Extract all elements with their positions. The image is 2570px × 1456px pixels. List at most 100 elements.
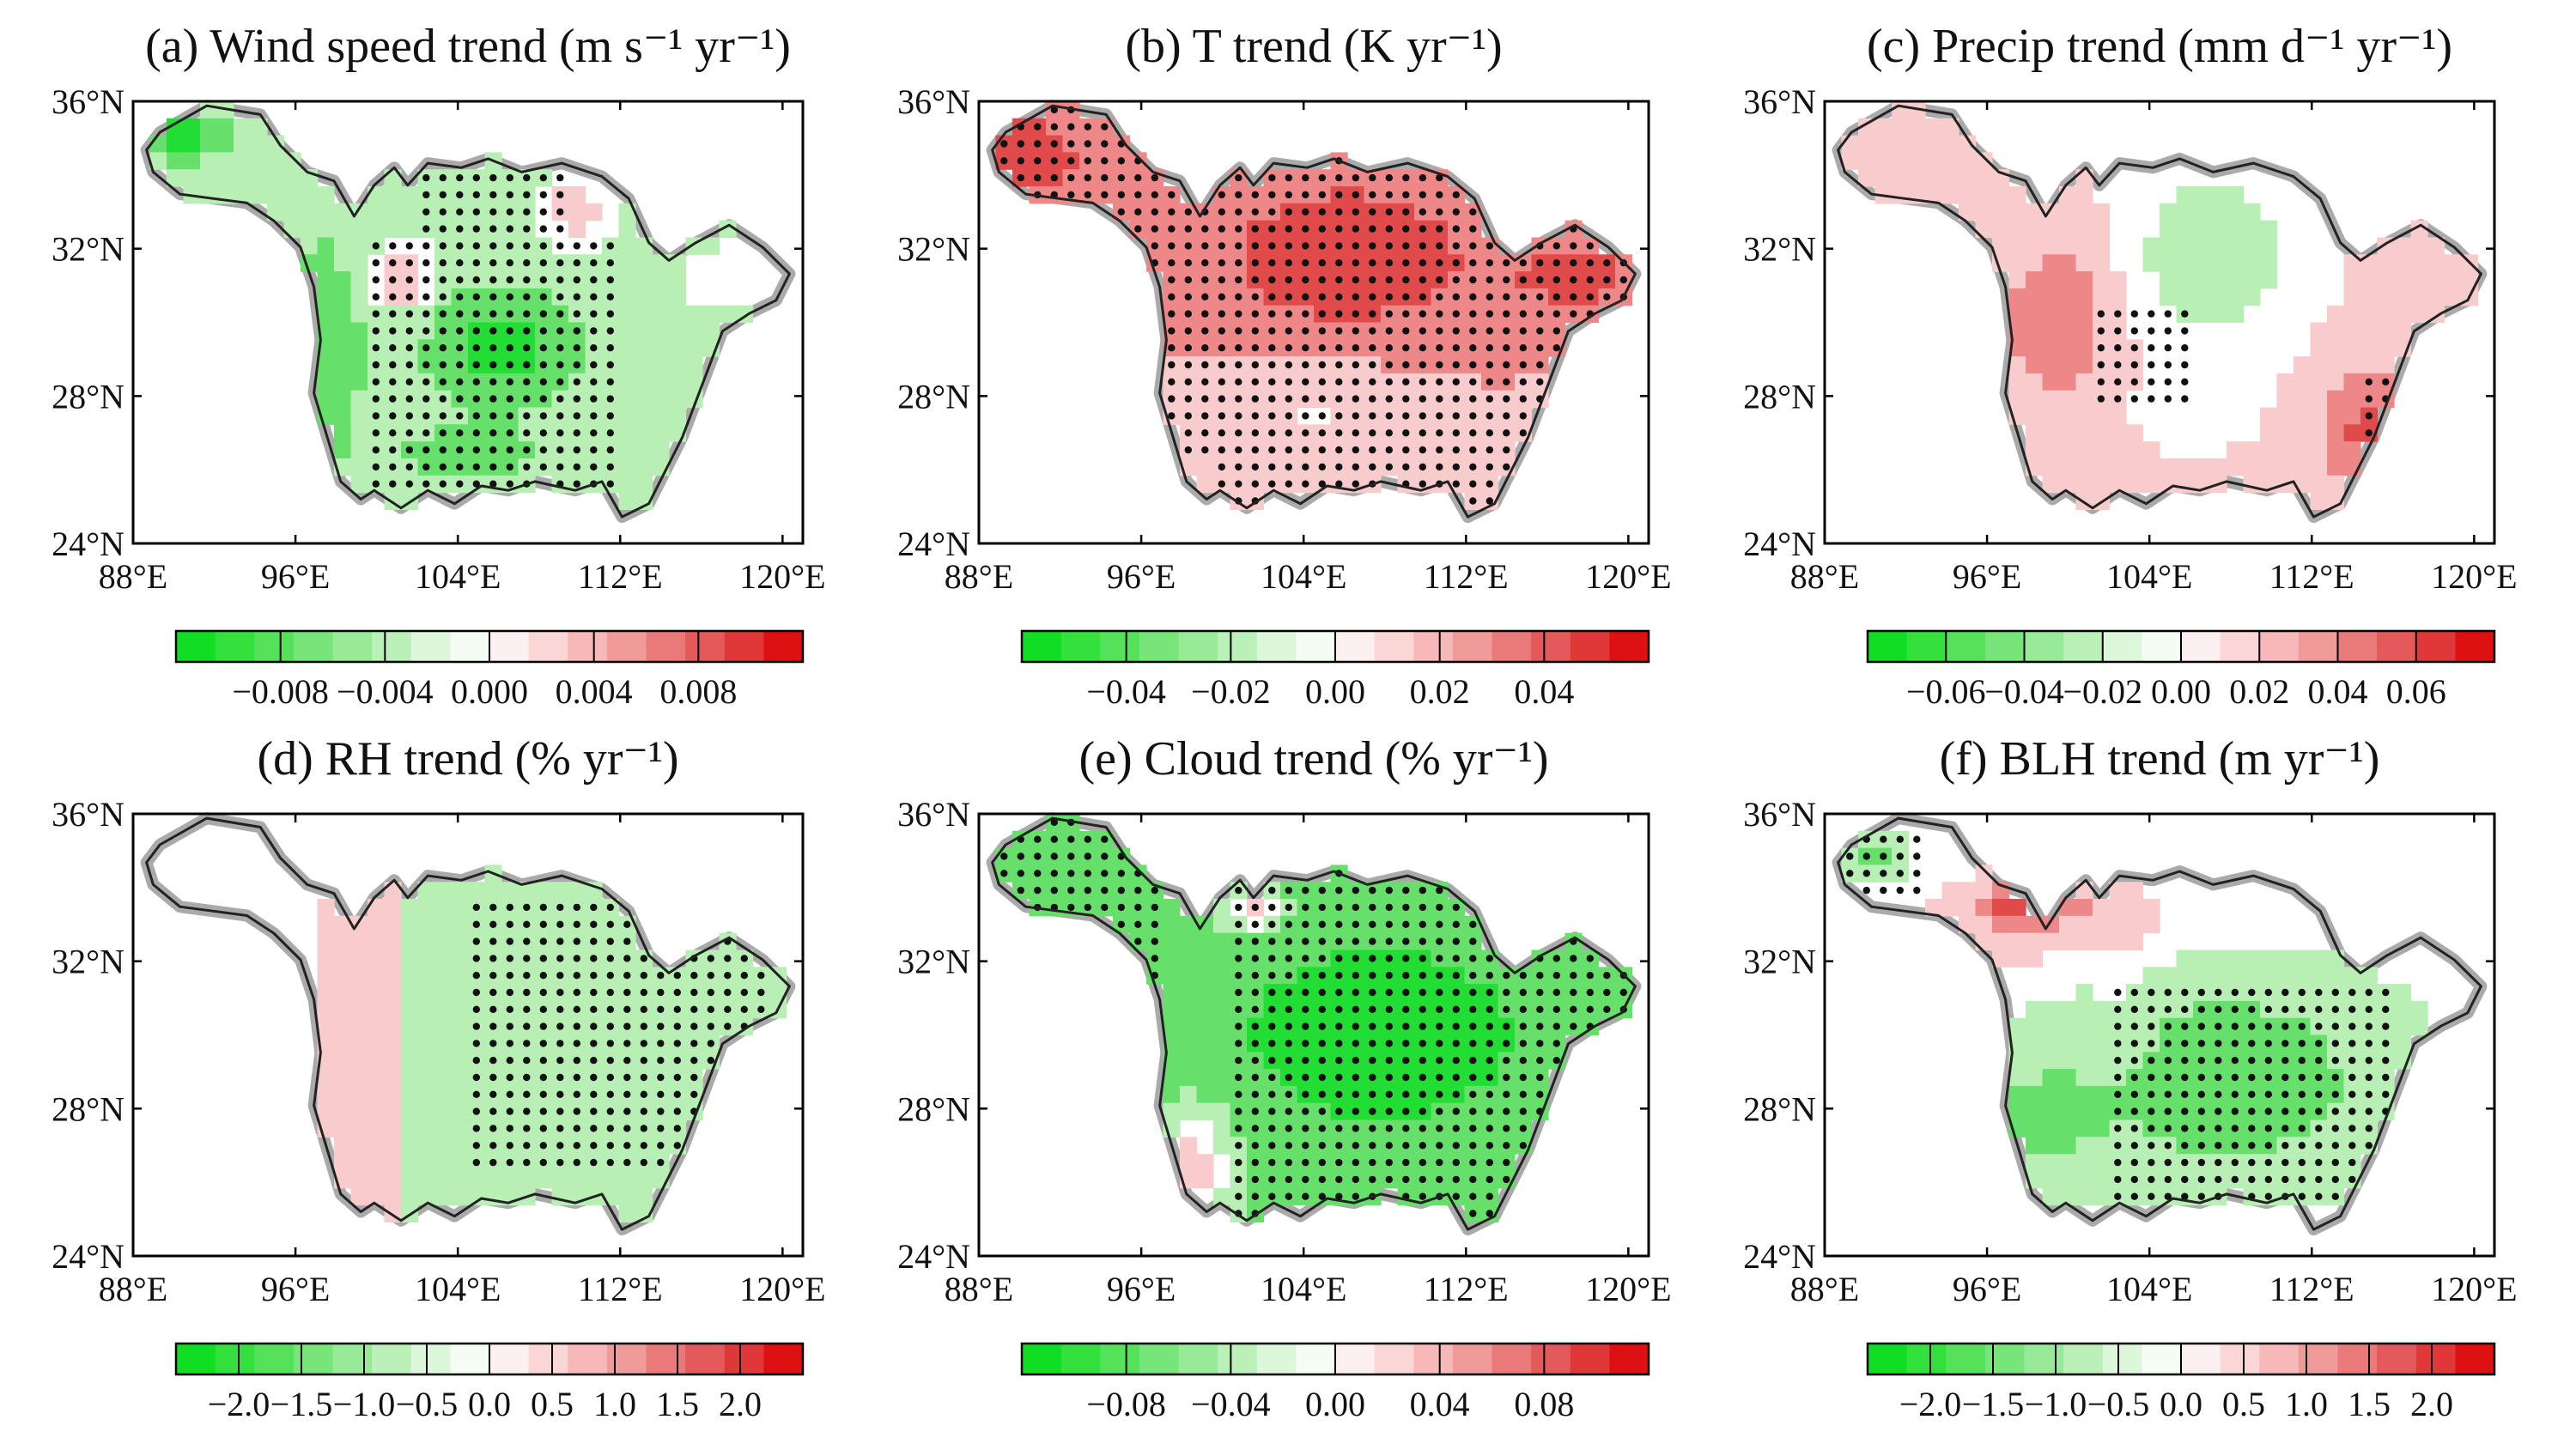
stipple-dot [539,344,547,352]
stipple-dot [422,412,430,420]
stipple-dot [1201,361,1209,369]
field-cell [1180,1052,1198,1070]
stipple-dot [707,1057,714,1065]
field-cell [368,1034,386,1053]
field-cell [2008,305,2026,324]
stipple-dot [2130,344,2138,352]
field-cell [350,220,368,239]
field-cell [1213,1017,1231,1036]
stipple-dot [1369,225,1376,233]
stipple-dot [1067,870,1075,877]
field-cell [417,1085,435,1104]
stipple-dot [1084,835,1092,843]
stipple-dot [556,225,564,233]
stipple-dot [1536,327,1544,335]
stipple-dot [1469,242,1477,250]
field-cell [2160,475,2178,494]
stipple-dot [1235,1142,1242,1150]
stipple-dot [1318,242,1327,250]
stipple-dot [1285,173,1293,182]
stipple-dot [1452,972,1461,980]
stipple-dot [472,173,480,182]
field-cell [334,390,352,409]
stipple-dot [405,412,413,420]
field-cell [2026,407,2044,425]
colorbar-swatch [1100,631,1140,662]
field-cell [2059,186,2077,204]
stipple-dot [523,429,531,437]
stipple-dot [1369,1005,1376,1014]
field-cell [234,135,252,153]
field-cell [669,373,687,391]
field-cell [2093,1034,2111,1053]
stipple-dot [1419,972,1427,980]
stipple-dot [1469,310,1477,318]
stipple-dot [472,446,480,454]
stipple-dot [1419,293,1427,300]
stipple-dot [372,429,380,437]
stipple-dot [1352,429,1360,437]
field-cell [384,967,402,985]
stipple-dot [1235,1175,1242,1184]
stipple-dot [389,463,397,471]
stipple-dot [1067,191,1075,199]
stipple-dot [1017,173,1025,182]
colorbar-swatch [646,1344,686,1374]
stipple-dot [2264,1158,2272,1167]
field-cell [350,322,368,340]
stipple-dot [489,225,497,233]
field-cell [2026,254,2044,272]
field-cell [2310,441,2328,459]
stipple-dot [1846,870,1854,877]
stipple-dot [2181,395,2189,403]
stipple-dot [1503,1142,1510,1150]
stipple-dot [1151,903,1159,912]
field-cell [368,186,386,204]
field-cell [434,1000,453,1019]
field-cell [2193,220,2211,239]
stipple-dot [1151,208,1159,215]
stipple-dot [405,293,413,300]
stipple-dot [1201,242,1209,250]
stipple-dot [539,903,547,912]
field-cell [401,1102,419,1121]
stipple-dot [405,463,413,471]
lon-tick-label: 88°E [99,557,167,596]
field-cell [2394,254,2412,272]
stipple-dot [606,344,614,352]
stipple-dot [1469,1073,1477,1082]
stipple-dot [1485,395,1494,403]
stipple-dot [1268,903,1276,912]
stipple-dot [2298,1107,2306,1115]
stipple-dot [2264,988,2272,997]
colorbar-swatch [293,1344,333,1374]
stipple-dot [1318,988,1327,997]
stipple-dot [1402,903,1410,912]
field-cell [468,1187,486,1206]
stipple-dot [1385,1090,1394,1099]
stipple-dot [1084,903,1092,912]
colorbar-tick-label: 0.004 [556,672,633,711]
stipple-dot [456,208,464,215]
stipple-dot [1268,1142,1276,1150]
field-cell [535,1171,553,1189]
field-cell [2427,271,2445,289]
stipple-dot [1285,463,1293,471]
stipple-dot [1184,429,1193,437]
stipple-dot [506,361,513,369]
stipple-dot [2215,1142,2222,1150]
field-cell [2075,424,2093,442]
field-cell [518,882,536,900]
stipple-dot [606,463,614,471]
field-cell [2093,1052,2111,1070]
stipple-dot [1469,920,1477,929]
stipple-dot [489,937,497,945]
stipple-dot [1402,463,1410,471]
colorbar-swatch [1218,1344,1258,1374]
stipple-dot [2130,1057,2138,1065]
stipple-dot [1436,378,1443,385]
stipple-dot [1586,293,1595,300]
stipple-dot [1285,1057,1293,1065]
field-cell [167,135,185,153]
field-cell [250,118,268,136]
